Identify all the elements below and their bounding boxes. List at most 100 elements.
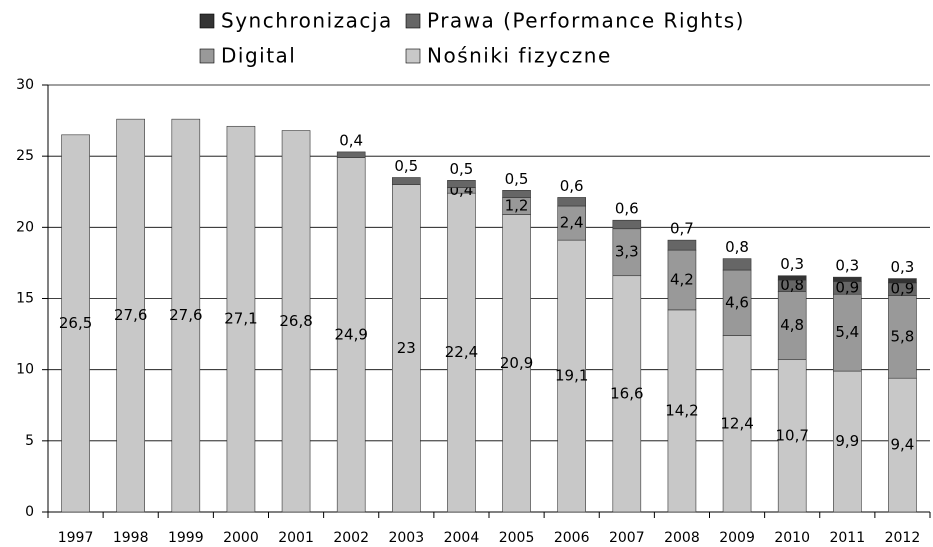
y-tick-label: 0 [25,504,34,520]
x-tick-label: 2012 [885,530,921,546]
bar-segment [116,118,145,513]
value-label: 0,5 [505,170,529,188]
x-tick-label: 2003 [388,530,424,546]
bar-segment [612,228,642,277]
value-label: 0,8 [725,238,749,256]
value-label: 4,8 [780,316,804,334]
value-label: 9,9 [835,432,859,450]
x-tick-label: 2008 [664,530,700,546]
value-label: 0,4 [339,131,363,149]
bar-segment [722,258,752,271]
bar-segment [447,192,476,513]
bar-segment [171,118,201,513]
bar-segment [557,239,586,513]
x-tick-label: 2005 [499,530,535,546]
value-label: 10,7 [775,426,808,444]
bar-segment [888,278,917,284]
x-tick-label: 2009 [719,530,755,546]
bar-segment [336,157,366,513]
y-tick-label: 25 [16,148,34,164]
x-tick-label: 1999 [168,530,204,546]
value-label: 0,5 [450,160,474,178]
x-tick-label: 2011 [829,530,865,546]
legend-label: Digital [221,44,296,68]
bar-segment [833,276,862,282]
value-label: 16,6 [610,384,643,402]
legend-swatch [405,13,421,29]
value-label: 2,4 [560,214,584,232]
bar-segment [667,249,697,311]
bar-segment [667,309,697,513]
x-tick-label: 2000 [223,530,259,546]
legend-label: Synchronizacja [221,9,393,33]
value-label: 4,6 [725,293,749,311]
value-label: 0,6 [615,200,639,218]
bar-segment [502,214,531,513]
value-label: 20,9 [500,354,533,372]
x-tick-label: 2001 [278,530,314,546]
value-label: 0,7 [670,220,694,238]
bar-segment [777,275,807,281]
value-label: 27,6 [114,306,147,324]
x-tick-label: 2002 [333,530,369,546]
y-tick-label: 30 [16,77,34,93]
value-label: 12,4 [720,414,753,432]
value-label: 24,9 [334,325,367,343]
bar-segment [226,125,256,513]
bar-segment [612,275,642,513]
value-label: 0,3 [891,258,915,276]
value-label: 26,5 [59,314,92,332]
legend-swatch [405,48,421,64]
bar-segment [777,359,807,513]
y-tick-label: 5 [25,433,34,449]
value-label: 0,3 [780,255,804,273]
bar-segment [833,293,862,372]
legend-swatch [199,48,215,64]
legend-label: Prawa (Performance Rights) [427,9,745,33]
x-tick-label: 2004 [444,530,480,546]
bar-segment [336,151,366,158]
bar-segment [557,205,586,241]
value-label: 14,2 [665,401,698,419]
value-label: 9,4 [891,436,915,454]
value-label: 22,4 [445,343,478,361]
value-label: 0,9 [891,280,915,298]
value-label: 5,4 [835,323,859,341]
bar-segment [667,239,697,251]
value-label: 26,8 [279,312,312,330]
bar-segment [392,177,421,185]
bar-segment [61,134,90,513]
bar-segment [281,130,311,513]
value-label: 23 [397,339,416,357]
value-label: 5,8 [891,327,915,345]
bar-segment [777,291,807,361]
value-label: 0,6 [560,177,584,195]
x-tick-label: 1998 [113,530,149,546]
bar-segment [722,335,752,513]
value-label: 0,3 [835,257,859,275]
x-tick-label: 1997 [58,530,94,546]
legend-swatch [199,13,215,29]
bar-segment [392,184,421,513]
value-label: 4,2 [670,270,694,288]
bar-segment [502,190,531,198]
value-label: 19,1 [555,367,588,385]
x-tick-label: 2010 [774,530,810,546]
value-label: 0,5 [394,157,418,175]
y-tick-label: 20 [16,219,34,235]
bar-segment [888,295,917,379]
value-label: 0,8 [780,276,804,294]
x-tick-label: 2007 [609,530,645,546]
value-label: 0,9 [835,278,859,296]
y-tick-label: 15 [16,291,34,307]
legend-label: Nośniki fizyczne [427,44,612,68]
value-label: 27,6 [169,306,202,324]
bar-segment [722,269,752,336]
value-label: 1,2 [505,196,529,214]
x-tick-label: 2006 [554,530,590,546]
y-tick-label: 10 [16,362,34,378]
value-label: 27,1 [224,310,257,328]
bar-segment [612,219,642,230]
bar-segment [447,180,476,188]
